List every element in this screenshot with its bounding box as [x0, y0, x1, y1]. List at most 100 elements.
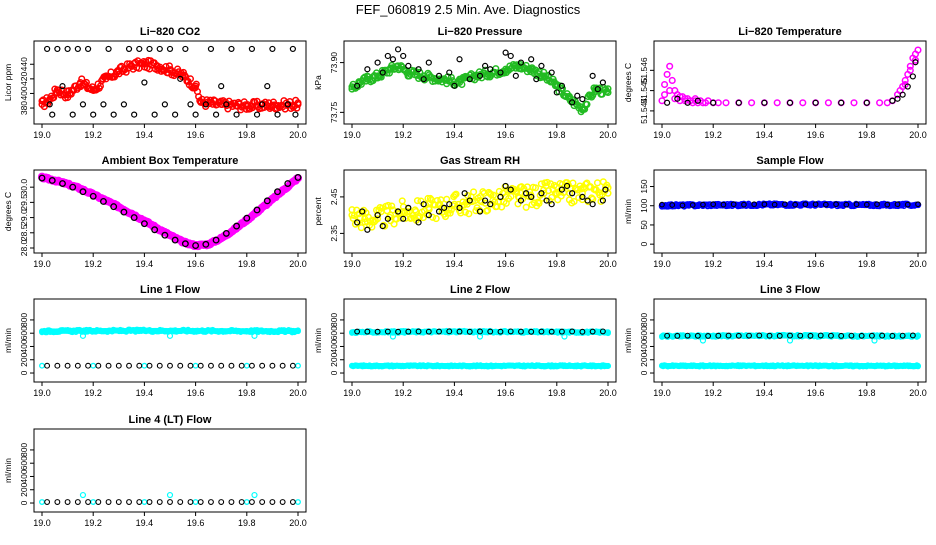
data-point: [799, 99, 807, 107]
data-point: [379, 223, 386, 230]
data-point: [604, 85, 612, 93]
data-point: [722, 99, 730, 107]
data-point: [64, 91, 72, 99]
data-point: [243, 102, 251, 110]
data-point: [212, 111, 220, 118]
data-point: [838, 332, 845, 339]
data-point: [233, 222, 241, 230]
x-tick-label: 19.0: [653, 130, 671, 140]
data-point: [578, 189, 586, 197]
data-point: [455, 78, 464, 87]
data-point: [599, 79, 606, 86]
data-point: [487, 328, 494, 335]
data-point: [705, 332, 712, 339]
data-point: [384, 201, 392, 209]
data-point: [64, 362, 71, 369]
data-point: [223, 101, 230, 108]
x-tick-label: 19.2: [704, 130, 722, 140]
data-point: [748, 99, 756, 107]
data-point: [591, 186, 599, 194]
data-point: [901, 76, 909, 85]
data-marks: [348, 178, 612, 233]
data-point: [259, 362, 266, 369]
y-tick-label: 600: [639, 326, 649, 340]
data-point: [868, 332, 875, 339]
y-tick-label: 800: [639, 313, 649, 327]
data-point: [538, 328, 545, 335]
data-point: [412, 207, 420, 216]
y-tick-label: 0: [329, 370, 339, 375]
panel-title: Gas Stream RH: [440, 155, 520, 167]
data-point: [357, 224, 365, 232]
data-point: [569, 190, 576, 197]
data-point: [44, 362, 51, 369]
panel-title: Line 3 Flow: [760, 284, 820, 296]
data-point: [167, 362, 173, 369]
data-point: [507, 52, 514, 60]
x-tick-label: 19.0: [343, 130, 361, 140]
data-point: [85, 499, 92, 505]
data-point: [432, 215, 440, 223]
data-point: [110, 111, 117, 118]
data-point: [255, 205, 264, 214]
data-point: [894, 95, 901, 102]
data-point: [540, 72, 548, 80]
panel-title: Li−820 CO2: [140, 26, 200, 38]
x-tick-label: 19.6: [187, 518, 205, 528]
x-tick-label: 19.6: [807, 259, 825, 269]
data-point: [384, 328, 391, 335]
data-point: [425, 59, 432, 66]
data-point: [105, 45, 112, 53]
data-point: [248, 45, 256, 53]
data-point: [131, 111, 138, 118]
data-point: [435, 208, 443, 215]
y-tick-label: 600: [19, 456, 29, 470]
data-point: [354, 328, 361, 335]
x-tick-label: 19.0: [343, 259, 361, 269]
y-axis-label: ml/min: [313, 328, 323, 353]
data-point: [761, 201, 768, 208]
series: [659, 201, 921, 209]
data-point: [669, 202, 676, 208]
data-point: [824, 99, 832, 107]
x-tick-label: 19.8: [238, 388, 256, 398]
y-tick-label: 400: [19, 469, 29, 483]
data-point: [911, 56, 919, 64]
data-point: [558, 82, 566, 89]
panel-grid: Li−820 CO2 Licor ppm 19.0 19.2 19.4 19.6 19.8 2…: [3, 26, 927, 528]
x-tick-label: 19.0: [653, 388, 671, 398]
plot-frame: [653, 169, 927, 254]
data-point: [289, 45, 296, 53]
data-point: [54, 362, 61, 369]
y-tick-label: 73.75: [329, 101, 339, 123]
x-tick-label: 19.4: [446, 130, 464, 140]
data-point: [879, 332, 886, 339]
data-point: [579, 193, 586, 200]
x-tick-label: 19.8: [858, 259, 876, 269]
data-point: [522, 203, 530, 211]
data-point: [218, 83, 225, 90]
data-point: [517, 197, 525, 204]
panel-pressure: Li−820 Pressure kPa 19.0 19.2 19.4 19.6 19.8 20…: [313, 26, 617, 140]
panel-rh: Gas Stream RH percent 19.0 19.2 19.4 19.6 19.8…: [313, 155, 617, 269]
data-point: [689, 202, 696, 208]
data-point: [115, 362, 122, 369]
data-point: [364, 66, 371, 73]
data-point: [284, 180, 292, 187]
x-tick-label: 19.4: [136, 518, 154, 528]
x-tick-label: 19.4: [136, 130, 154, 140]
data-point: [497, 328, 504, 335]
data-point: [115, 499, 122, 505]
data-point: [594, 86, 601, 93]
data-point: [497, 69, 504, 76]
y-tick-label: 800: [19, 443, 29, 457]
x-tick-label: 19.2: [84, 518, 102, 528]
data-point: [477, 328, 483, 335]
x-tick-label: 20.0: [599, 259, 617, 269]
data-point: [243, 214, 251, 222]
data-point: [74, 45, 81, 53]
data-point: [54, 499, 61, 505]
series: [349, 362, 611, 370]
x-tick-label: 19.8: [548, 388, 566, 398]
